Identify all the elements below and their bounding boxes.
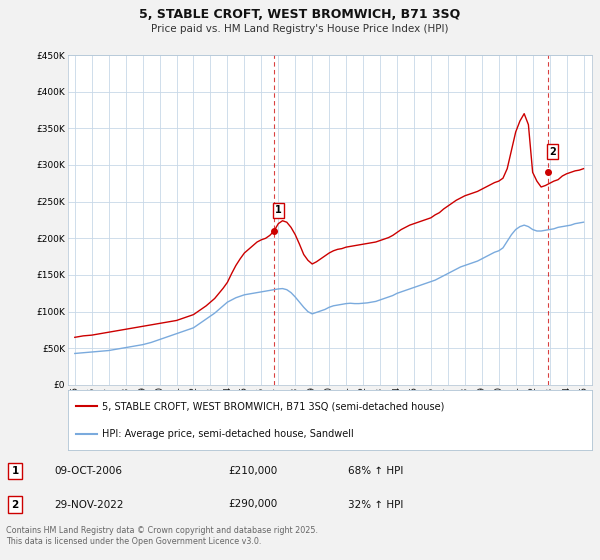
Text: 1: 1	[11, 466, 19, 476]
Text: Price paid vs. HM Land Registry's House Price Index (HPI): Price paid vs. HM Land Registry's House …	[151, 24, 449, 34]
Text: £290,000: £290,000	[228, 500, 277, 510]
Text: 68% ↑ HPI: 68% ↑ HPI	[348, 466, 403, 476]
Text: 5, STABLE CROFT, WEST BROMWICH, B71 3SQ (semi-detached house): 5, STABLE CROFT, WEST BROMWICH, B71 3SQ …	[102, 401, 445, 411]
Text: Contains HM Land Registry data © Crown copyright and database right 2025.
This d: Contains HM Land Registry data © Crown c…	[6, 526, 318, 547]
Text: 32% ↑ HPI: 32% ↑ HPI	[348, 500, 403, 510]
Text: 29-NOV-2022: 29-NOV-2022	[54, 500, 124, 510]
Text: 1: 1	[275, 206, 282, 216]
Text: £210,000: £210,000	[228, 466, 277, 476]
Text: 2: 2	[11, 500, 19, 510]
Text: HPI: Average price, semi-detached house, Sandwell: HPI: Average price, semi-detached house,…	[102, 429, 354, 439]
Text: 5, STABLE CROFT, WEST BROMWICH, B71 3SQ: 5, STABLE CROFT, WEST BROMWICH, B71 3SQ	[139, 8, 461, 21]
Text: 2: 2	[549, 147, 556, 157]
Text: 09-OCT-2006: 09-OCT-2006	[54, 466, 122, 476]
